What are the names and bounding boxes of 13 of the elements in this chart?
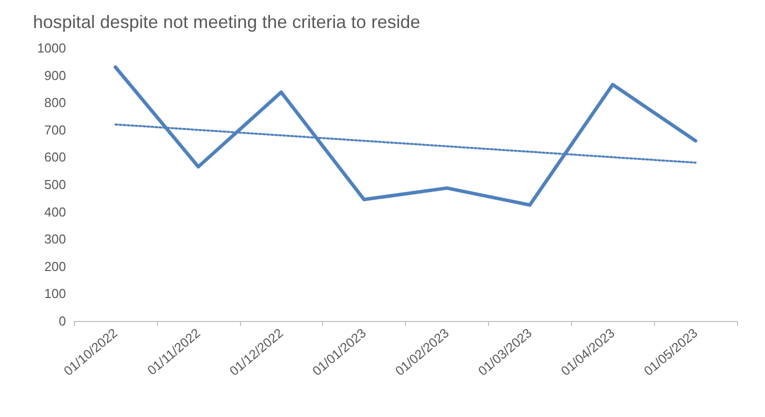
y-tick-label: 100 bbox=[44, 286, 66, 302]
y-tick-label: 600 bbox=[44, 150, 66, 165]
y-tick-label: 200 bbox=[44, 258, 66, 274]
y-tick-label: 900 bbox=[44, 68, 66, 83]
y-tick-label: 300 bbox=[44, 232, 66, 247]
y-tick-label: 500 bbox=[44, 177, 66, 192]
y-tick-label: 0 bbox=[58, 314, 66, 328]
line-series bbox=[114, 65, 698, 207]
y-tick-label: 400 bbox=[44, 204, 66, 220]
y-tick-label: 1000 bbox=[37, 40, 66, 56]
y-tick-label: 700 bbox=[44, 122, 66, 138]
chart-title: hospital despite not meeting the criteria to reside bbox=[33, 12, 420, 32]
y-tick-label: 800 bbox=[44, 95, 66, 110]
